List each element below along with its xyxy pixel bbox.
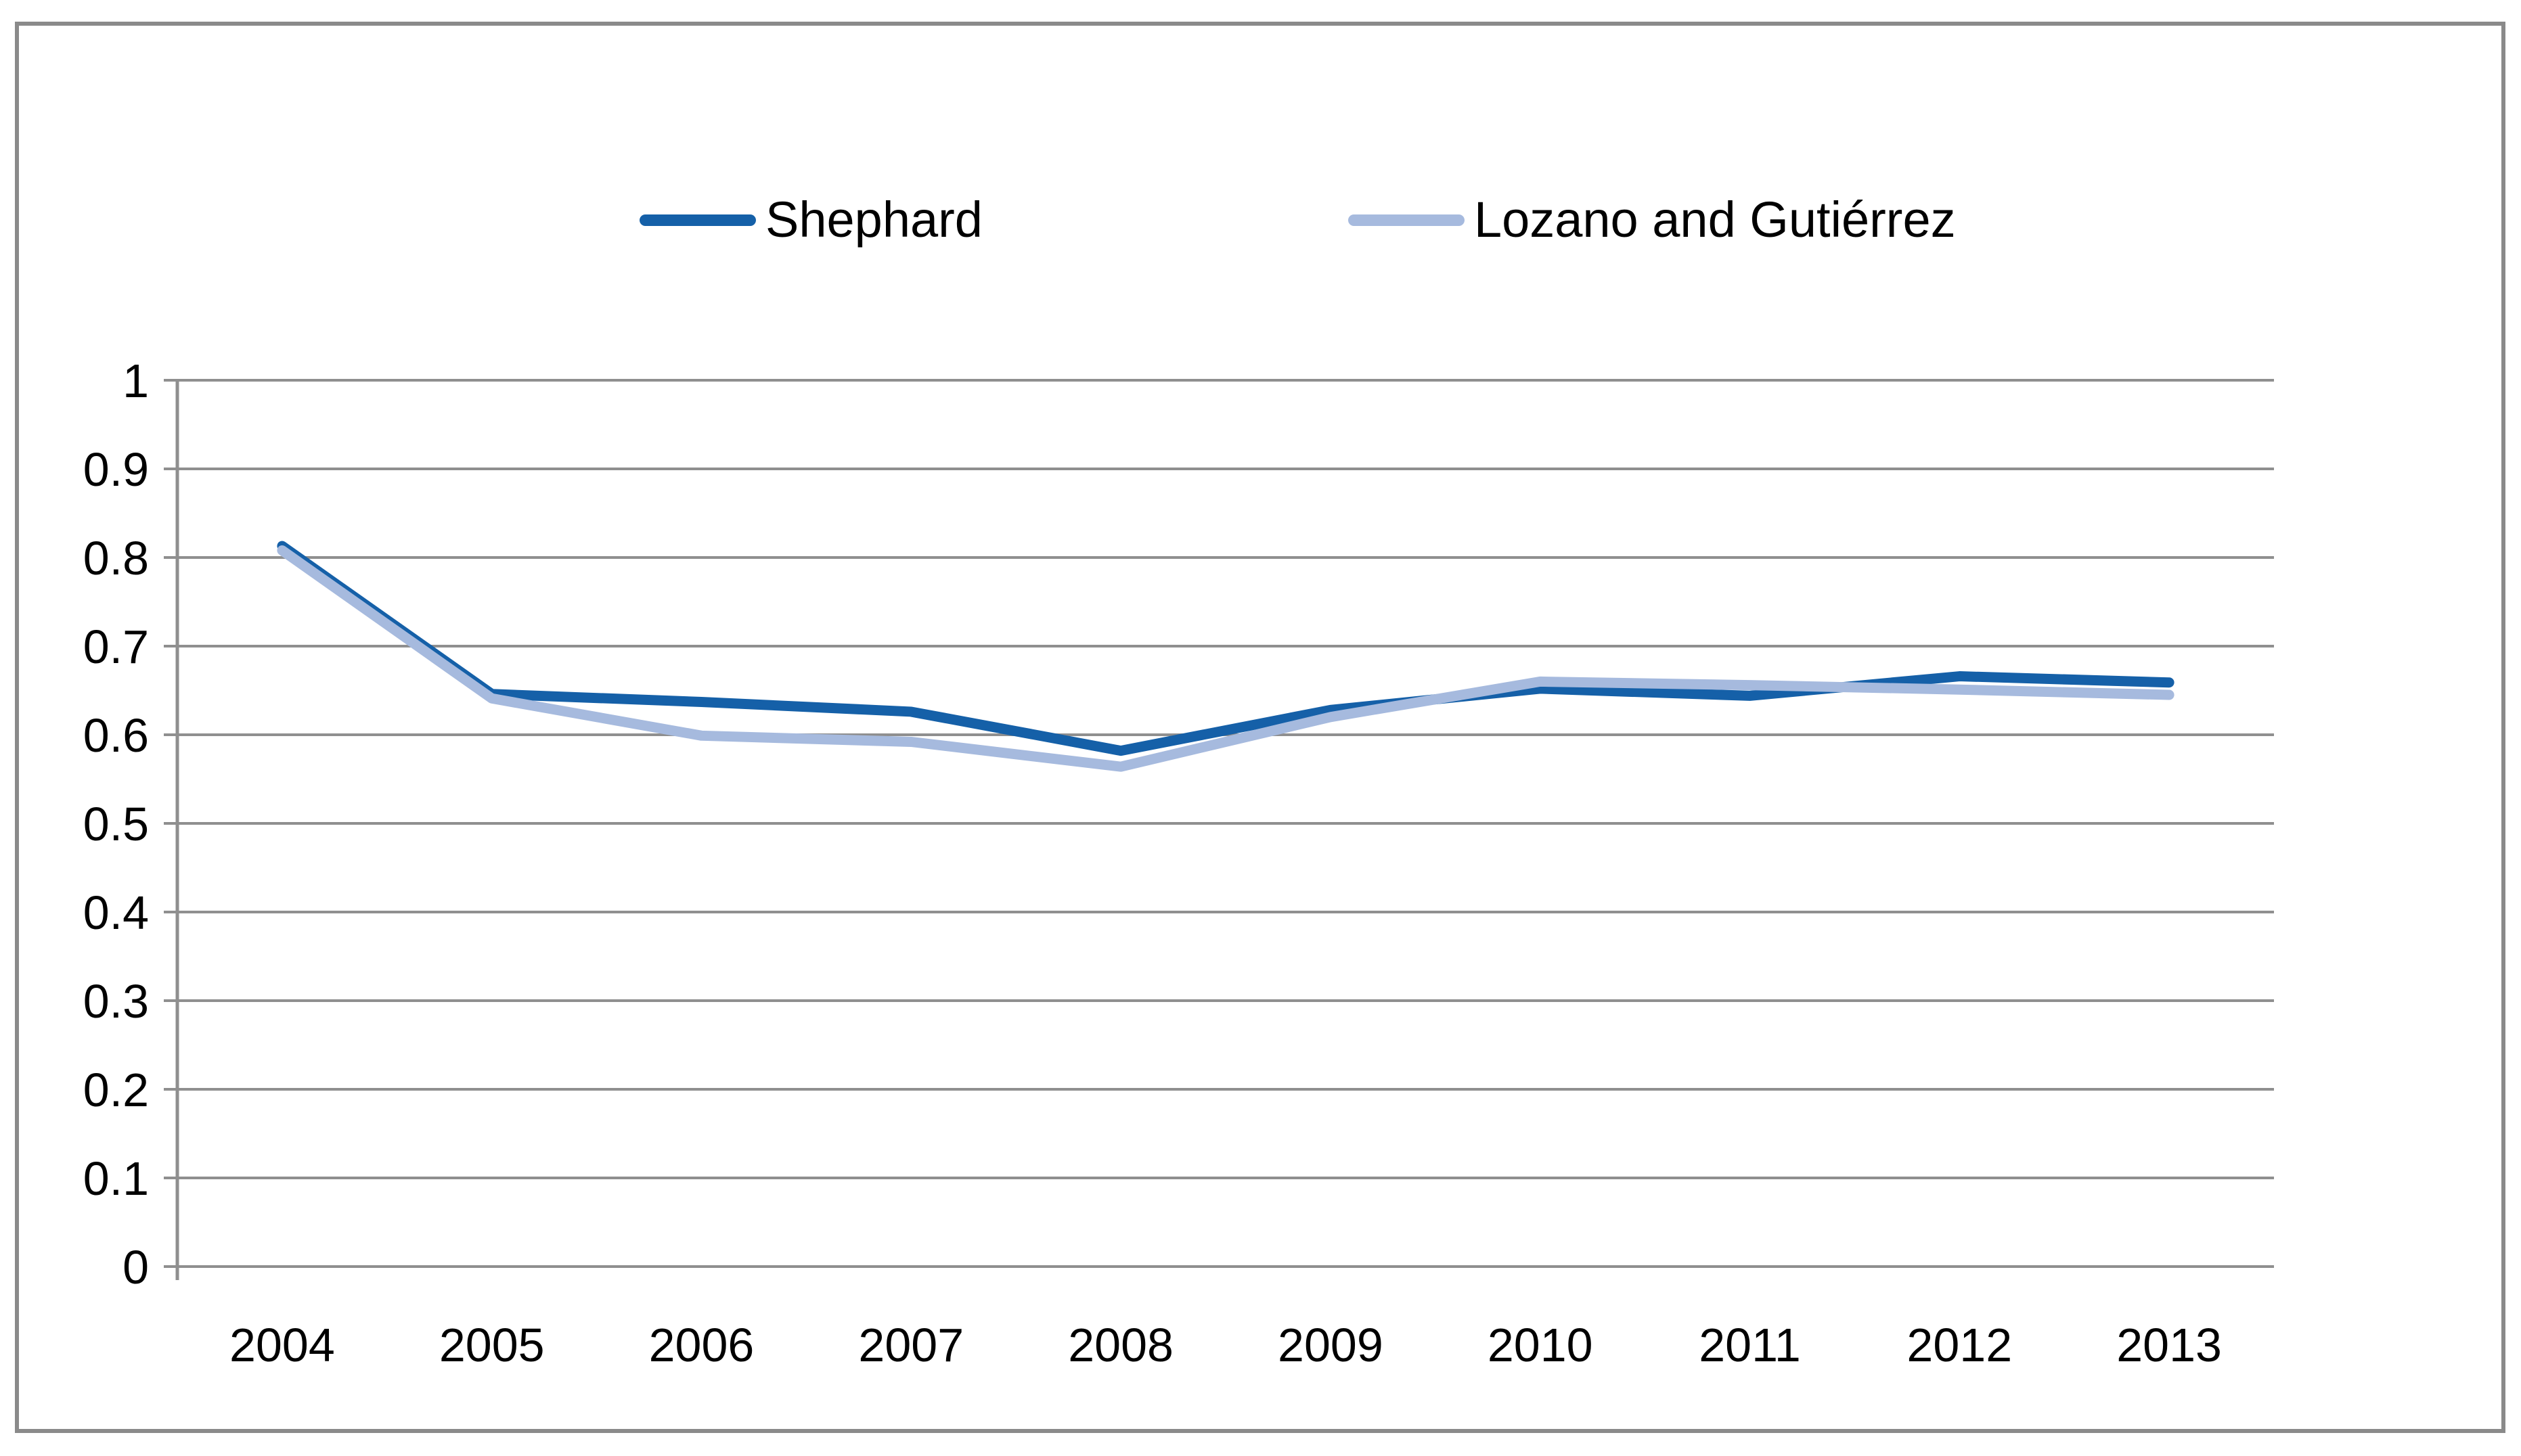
x-axis-tick-label: 2010: [1488, 1319, 1593, 1371]
legend-label-lozano: Lozano and Gutiérrez: [1473, 191, 1956, 248]
y-axis-tick-label: 0.3: [83, 975, 149, 1028]
y-axis-tick-label: 0: [122, 1241, 149, 1294]
legend-label-shephard: Shephard: [765, 191, 983, 248]
y-axis-tick-label: 0.7: [83, 620, 149, 673]
x-axis-tick-label: 2009: [1278, 1319, 1383, 1371]
x-axis-tick-label: 2005: [439, 1319, 545, 1371]
lozano-line-swatch: [1347, 214, 1465, 226]
y-axis-tick-label: 0.9: [83, 443, 149, 496]
y-axis-tick-label: 0.5: [83, 798, 149, 850]
x-axis-tick-label: 2008: [1068, 1319, 1174, 1371]
x-axis-tick-label: 2004: [229, 1319, 335, 1371]
x-axis-tick-label: 2006: [649, 1319, 755, 1371]
x-axis-tick-label: 2011: [1699, 1319, 1801, 1371]
y-axis-tick-label: 0.2: [83, 1064, 149, 1116]
series-line-lozano-and-guti-rrez: [277, 545, 2174, 772]
y-axis-tick-label: 1: [122, 355, 149, 407]
y-axis-tick-label: 0.1: [83, 1152, 149, 1205]
legend-item-lozano: Lozano and Gutiérrez: [1347, 191, 1956, 248]
y-axis-tick-label: 0.4: [83, 886, 149, 939]
y-axis-tick-label: 0.6: [83, 709, 149, 762]
x-axis-tick-label: 2012: [1906, 1319, 2012, 1371]
shephard-line-swatch: [640, 214, 756, 226]
y-axis-tick-label: 0.8: [83, 532, 149, 585]
series-line-shephard: [277, 541, 2174, 756]
legend: Shephard Lozano and Gutiérrez: [640, 195, 1956, 245]
legend-item-shephard: Shephard: [640, 195, 983, 245]
x-axis-tick-label: 2013: [2116, 1319, 2222, 1371]
x-axis-tick-label: 2007: [858, 1319, 964, 1371]
